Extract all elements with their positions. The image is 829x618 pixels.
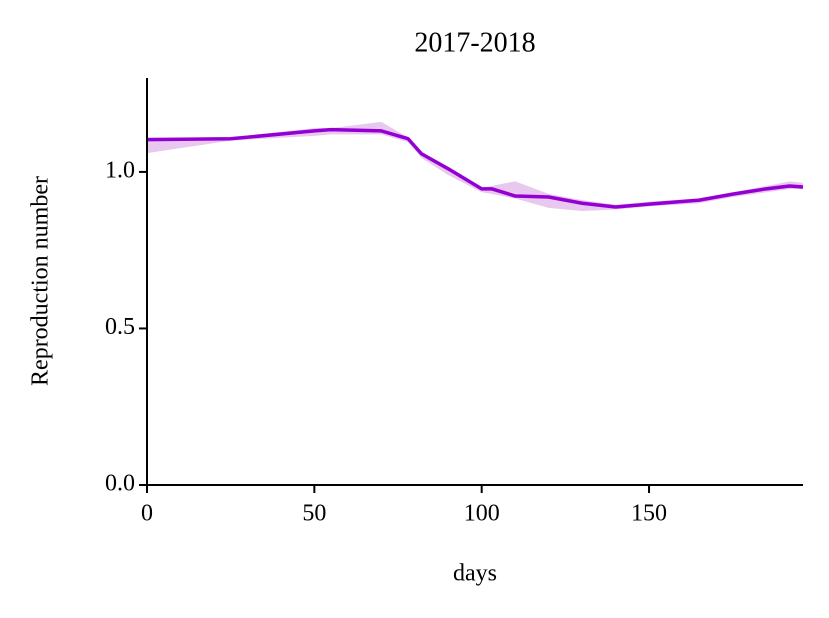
y-axis-label: Reproduction number <box>28 176 54 386</box>
chart-title: 2017-2018 <box>414 27 535 58</box>
x-axis-label: days <box>453 561 497 587</box>
x-tick-label: 50 <box>302 501 326 527</box>
y-tick-label: 1.0 <box>105 157 135 183</box>
x-tick-label: 150 <box>631 501 667 527</box>
x-tick-label: 0 <box>141 501 153 527</box>
x-tick-label: 100 <box>464 501 500 527</box>
y-tick-label: 0.0 <box>105 471 135 497</box>
y-tick-label: 0.5 <box>105 314 135 340</box>
line <box>146 127 804 209</box>
